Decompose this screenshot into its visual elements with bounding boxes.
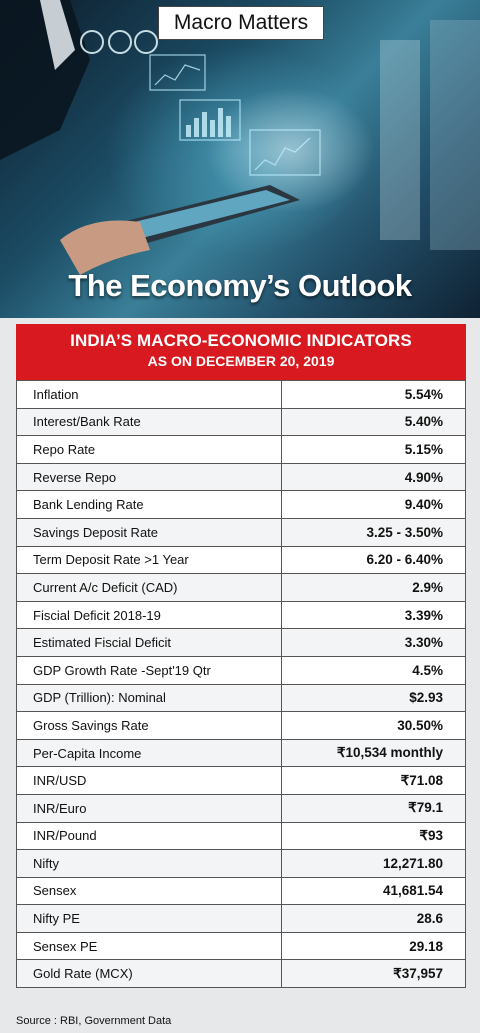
indicator-value: 3.25 - 3.50%: [281, 517, 466, 547]
indicator-label: Gross Savings Rate: [16, 711, 282, 740]
table-row: Interest/Bank Rate 5.40%: [16, 407, 466, 437]
indicator-value: 2.9%: [281, 573, 466, 602]
indicator-value: 5.54%: [281, 380, 466, 409]
table-row: Inflation 5.54%: [16, 380, 466, 409]
indicator-label: INR/Pound: [16, 821, 282, 851]
source-note: Source : RBI, Government Data: [16, 1015, 172, 1027]
indicator-value: ₹93: [281, 821, 466, 851]
indicator-label: Current A/c Deficit (CAD): [16, 573, 282, 602]
indicator-value: 5.40%: [281, 407, 466, 437]
table-header-date: AS ON DECEMBER 20, 2019: [147, 353, 335, 369]
table-row: Reverse Repo 4.90%: [16, 462, 466, 492]
indicator-value: 5.15%: [281, 435, 466, 464]
indicator-value: ₹71.08: [281, 766, 466, 795]
table-row: Savings Deposit Rate 3.25 - 3.50%: [16, 517, 466, 547]
table-row: Nifty PE 28.6: [16, 904, 466, 933]
table-row: Per-Capita Income ₹10,534 monthly: [16, 738, 466, 768]
indicator-label: Sensex PE: [16, 931, 282, 961]
page-title: The Economy’s Outlook: [68, 268, 412, 303]
indicator-label: Repo Rate: [16, 435, 282, 464]
indicator-label: Estimated Fiscial Deficit: [16, 628, 282, 657]
indicator-value: $2.93: [281, 683, 466, 713]
table-row: Gross Savings Rate 30.50%: [16, 711, 466, 740]
indicator-label: Gold Rate (MCX): [16, 959, 282, 989]
indicator-label: Term Deposit Rate >1 Year: [16, 545, 282, 575]
table-row: Nifty 12,271.80: [16, 849, 466, 878]
indicator-label: Per-Capita Income: [16, 738, 282, 768]
indicator-value: 4.5%: [281, 655, 466, 685]
table-row: Fiscial Deficit 2018-19 3.39%: [16, 600, 466, 630]
indicator-value: 28.6: [281, 904, 466, 933]
indicator-value: ₹10,534 monthly: [281, 738, 466, 768]
indicator-value: 12,271.80: [281, 849, 466, 878]
indicators-table: Inflation 5.54% Interest/Bank Rate 5.40% Rep…: [16, 380, 466, 989]
table-row: INR/Euro ₹79.1: [16, 793, 466, 823]
indicator-label: INR/Euro: [16, 793, 282, 823]
table-row: Sensex PE 29.18: [16, 931, 466, 961]
table-row: INR/Pound ₹93: [16, 821, 466, 851]
indicator-label: Inflation: [16, 380, 282, 409]
section-badge: Macro Matters: [158, 6, 324, 40]
indicator-label: INR/USD: [16, 766, 282, 795]
indicator-value: 6.20 - 6.40%: [281, 545, 466, 575]
indicator-label: GDP Growth Rate -Sept'19 Qtr: [16, 655, 282, 685]
hero-illustration: [0, 0, 480, 275]
table-header-title: INDIA’S MACRO-ECONOMIC INDICATORS: [70, 331, 412, 350]
indicator-value: 41,681.54: [281, 876, 466, 906]
indicator-value: ₹79.1: [281, 793, 466, 823]
indicator-label: GDP (Trillion): Nominal: [16, 683, 282, 713]
indicator-value: 9.40%: [281, 490, 466, 519]
table-row: Repo Rate 5.15%: [16, 435, 466, 464]
indicator-label: Savings Deposit Rate: [16, 517, 282, 547]
indicator-label: Fiscial Deficit 2018-19: [16, 600, 282, 630]
indicator-label: Sensex: [16, 876, 282, 906]
table-row: Sensex 41,681.54: [16, 876, 466, 906]
table-row: INR/USD ₹71.08: [16, 766, 466, 795]
indicator-value: 29.18: [281, 931, 466, 961]
indicator-value: ₹37,957: [281, 959, 466, 989]
indicator-value: 4.90%: [281, 462, 466, 492]
indicator-value: 3.39%: [281, 600, 466, 630]
indicator-label: Nifty: [16, 849, 282, 878]
indicators-panel: INDIA’S MACRO-ECONOMIC INDICATORS AS ON …: [0, 318, 480, 1033]
indicator-label: Nifty PE: [16, 904, 282, 933]
indicator-value: 30.50%: [281, 711, 466, 740]
table-row: Current A/c Deficit (CAD) 2.9%: [16, 573, 466, 602]
table-row: Gold Rate (MCX) ₹37,957: [16, 959, 466, 989]
indicator-label: Interest/Bank Rate: [16, 407, 282, 437]
hero-image: Macro Matters The Economy’s Outlook: [0, 0, 480, 318]
table-row: GDP Growth Rate -Sept'19 Qtr 4.5%: [16, 655, 466, 685]
table-row: Estimated Fiscial Deficit 3.30%: [16, 628, 466, 657]
table-row: GDP (Trillion): Nominal $2.93: [16, 683, 466, 713]
indicator-label: Bank Lending Rate: [16, 490, 282, 519]
table-row: Bank Lending Rate 9.40%: [16, 490, 466, 519]
table-row: Term Deposit Rate >1 Year 6.20 - 6.40%: [16, 545, 466, 575]
indicator-value: 3.30%: [281, 628, 466, 657]
indicator-label: Reverse Repo: [16, 462, 282, 492]
table-header: INDIA’S MACRO-ECONOMIC INDICATORS AS ON …: [16, 324, 466, 380]
